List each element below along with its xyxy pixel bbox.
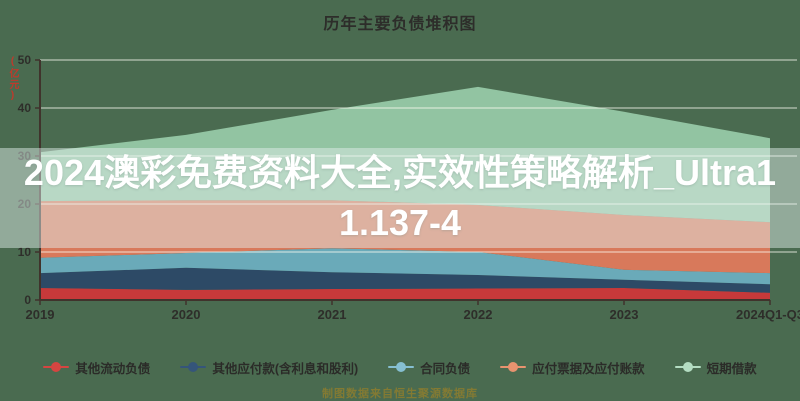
legend-dot	[682, 362, 693, 372]
y-axis-unit-label: (亿元)	[7, 56, 18, 102]
x-tick-label: 2024Q1-Q3	[736, 307, 800, 322]
legend-marker-icon	[43, 362, 70, 372]
y-tick-label: 20	[18, 197, 32, 211]
area-series-4	[40, 86, 770, 223]
legend-marker-icon	[180, 362, 207, 372]
legend-dot	[508, 362, 519, 372]
x-tick-label: 2019	[26, 307, 55, 322]
area-series-1	[40, 267, 770, 293]
x-tick-label: 2021	[318, 307, 347, 322]
legend-marker-icon	[500, 362, 527, 372]
legend-item-1[interactable]: 其他应付款(含利息和股利)	[180, 358, 358, 377]
y-tick-label: 50	[18, 53, 32, 67]
area-series-3	[40, 200, 770, 274]
data-source-watermark: 制图数据来自恒生聚源数据库	[322, 388, 478, 400]
legend-marker-icon	[388, 362, 415, 372]
legend-marker-icon	[674, 362, 701, 372]
legend-dot	[188, 362, 199, 372]
y-tick-label: 40	[18, 101, 32, 115]
y-tick-label: 0	[24, 293, 31, 307]
legend-label: 其他流动负债	[75, 361, 151, 376]
promo-overlay-band: 2024澳彩免费资料大全,实效性策略解析_Ultra11.137-4	[0, 148, 800, 248]
legend-label: 应付票据及应付账款	[532, 361, 645, 376]
legend-item-2[interactable]: 合同负债	[388, 358, 470, 377]
legend-item-4[interactable]: 短期借款	[674, 358, 757, 377]
x-tick-label: 2020	[172, 307, 201, 322]
area-series-2	[40, 248, 770, 285]
chart-legend: 其他流动负债 其他应付款(含利息和股利) 合同负债 应付票据及应付账款 短期借款	[0, 356, 800, 378]
area-series-0	[40, 288, 770, 300]
legend-dot	[396, 362, 407, 372]
x-tick-label: 2023	[610, 307, 639, 322]
y-tick-label: 10	[18, 245, 32, 259]
y-tick-label: 30	[18, 149, 32, 163]
legend-label: 合同负债	[420, 361, 471, 376]
x-tick-label: 2022	[464, 307, 493, 322]
legend-label: 短期借款	[706, 361, 757, 376]
chart-title: 历年主要负债堆积图	[323, 16, 477, 33]
legend-label: 其他应付款(含利息和股利)	[212, 361, 359, 376]
legend-item-0[interactable]: 其他流动负债	[43, 358, 150, 377]
legend-dot	[51, 362, 62, 372]
promo-overlay-text: 2024澳彩免费资料大全,实效性策略解析_Ultra11.137-4	[23, 152, 777, 243]
legend-item-3[interactable]: 应付票据及应付账款	[500, 358, 645, 377]
